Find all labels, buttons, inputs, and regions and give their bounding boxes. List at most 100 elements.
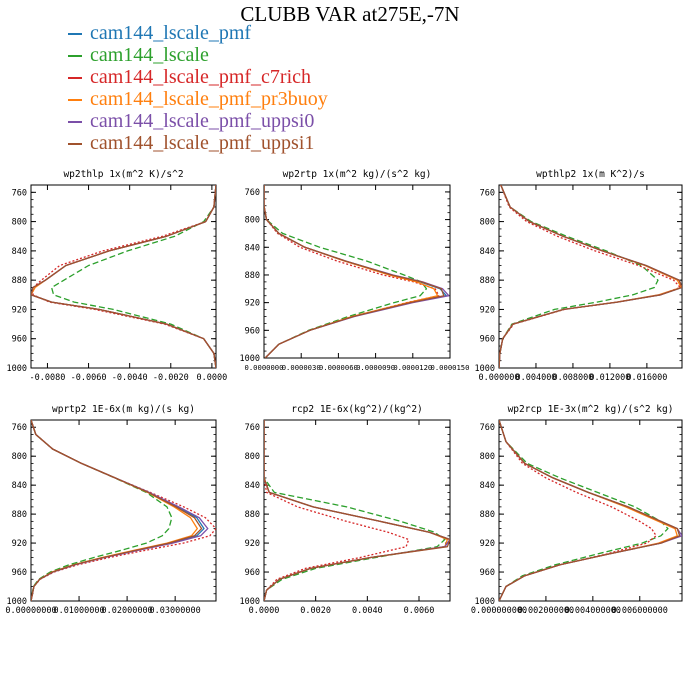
x-tick-label: 0.000000000 xyxy=(471,606,527,616)
y-tick-label: 960 xyxy=(245,326,260,336)
series-line xyxy=(264,185,440,358)
chart-title: wp2rcp 1E-3x(m^2 kg)/(s^2 kg) xyxy=(508,404,674,415)
x-tick-label: 0.0000150 xyxy=(431,363,470,372)
y-tick-label: 880 xyxy=(245,271,260,281)
x-tick-label: 0.000000 xyxy=(479,373,520,383)
series-line xyxy=(264,420,450,601)
y-tick-label: 840 xyxy=(12,247,27,257)
y-tick-label: 760 xyxy=(480,188,495,198)
series-line xyxy=(50,185,216,368)
series-line xyxy=(31,185,216,368)
series-line xyxy=(499,185,659,368)
series-line xyxy=(499,420,682,601)
y-tick-label: 1000 xyxy=(7,597,27,607)
x-tick-label: 0.008000 xyxy=(552,373,593,383)
x-tick-label: 0.012000 xyxy=(589,373,630,383)
y-tick-label: 1000 xyxy=(240,354,260,364)
x-tick-label: 0.0040 xyxy=(352,606,383,616)
series-line xyxy=(264,420,450,601)
series-line xyxy=(31,420,203,601)
y-tick-label: 960 xyxy=(12,335,27,345)
series-line xyxy=(31,420,205,601)
chart-panel: wprtp2 1E-6x(m kg)/(s kg) 760 800 840 880 920… xyxy=(5,404,217,616)
series-line xyxy=(31,420,198,601)
y-tick-label: 800 xyxy=(12,452,27,462)
legend-label: cam144_lscale_pmf_uppsi1 xyxy=(90,132,315,154)
x-tick-label: 0.0000060 xyxy=(319,363,358,372)
series-line xyxy=(31,185,216,368)
x-tick-label: 0.0000030 xyxy=(282,363,321,372)
y-tick-label: 920 xyxy=(245,539,260,549)
chart-title: wp2rtp 1x(m^2 kg)/(s^2 kg) xyxy=(283,169,432,180)
x-tick-label: 0.002000000 xyxy=(518,606,574,616)
plot-frame xyxy=(263,184,451,359)
x-tick-label: -0.0020 xyxy=(153,373,189,383)
y-tick-label: 800 xyxy=(480,452,495,462)
x-tick-label: 0.006000000 xyxy=(612,606,668,616)
series-line xyxy=(499,420,678,601)
series-line xyxy=(499,420,681,601)
y-tick-label: 920 xyxy=(12,305,27,315)
y-tick-label: 920 xyxy=(480,305,495,315)
y-tick-label: 760 xyxy=(12,423,27,433)
x-tick-label: 0.0000090 xyxy=(356,363,395,372)
x-tick-label: 0.0000000 xyxy=(245,363,284,372)
y-tick-label: 960 xyxy=(480,335,495,345)
y-tick-label: 920 xyxy=(480,539,495,549)
series-line xyxy=(264,185,447,358)
y-tick-label: 800 xyxy=(245,216,260,226)
x-tick-label: 0.00000000 xyxy=(5,606,56,616)
x-tick-label: 0.004000000 xyxy=(565,606,621,616)
chart-title: wpthlp2 1x(m K^2)/s xyxy=(536,169,645,180)
series-line xyxy=(31,185,216,368)
x-tick-label: 0.0020 xyxy=(300,606,331,616)
x-tick-label: 0.02000000 xyxy=(102,606,153,616)
x-tick-label: 0.004000 xyxy=(515,373,556,383)
chart-title: wp2thlp 1x(m^2 K)/s^2 xyxy=(63,169,183,180)
y-tick-label: 800 xyxy=(245,452,260,462)
chart-title: wprtp2 1E-6x(m kg)/(s kg) xyxy=(52,404,195,415)
y-tick-label: 760 xyxy=(245,188,260,198)
chart-panel: rcp2 1E-6x(kg^2)/(kg^2) 760 800 840 880 920 96… xyxy=(240,404,451,616)
y-tick-label: 840 xyxy=(12,481,27,491)
y-tick-label: 960 xyxy=(12,568,27,578)
legend-label: cam144_lscale_pmf_uppsi0 xyxy=(90,110,315,132)
y-tick-label: 880 xyxy=(12,510,27,520)
y-tick-label: 880 xyxy=(480,510,495,520)
chart-panel: wp2thlp 1x(m^2 K)/s^2 760 800 840 880 920 960 1… xyxy=(7,169,228,383)
series-line xyxy=(31,420,216,601)
series-line xyxy=(264,185,439,358)
y-tick-label: 880 xyxy=(245,510,260,520)
x-tick-label: 0.0000 xyxy=(197,373,228,383)
x-tick-label: 0.016000 xyxy=(626,373,667,383)
series-line xyxy=(264,185,445,358)
legend-label: cam144_lscale_pmf xyxy=(90,22,252,44)
y-tick-label: 760 xyxy=(12,188,27,198)
series-line xyxy=(264,185,428,358)
y-tick-label: 920 xyxy=(12,539,27,549)
page-title: CLUBB VAR at275E,-7N xyxy=(240,2,460,26)
chart-panel: wp2rtp 1x(m^2 kg)/(s^2 kg) 760 800 840 880 92… xyxy=(240,169,470,372)
series-line xyxy=(264,185,450,358)
y-tick-label: 840 xyxy=(480,481,495,491)
x-tick-label: 0.0000120 xyxy=(393,363,432,372)
series-line xyxy=(499,420,681,601)
legend-swatch xyxy=(68,55,82,57)
y-tick-label: 1000 xyxy=(475,364,495,374)
y-tick-label: 840 xyxy=(245,481,260,491)
legend-label: cam144_lscale_pmf_c7rich xyxy=(90,66,312,88)
chart-panel: wpthlp2 1x(m K^2)/s 760 800 840 880 920 960 100… xyxy=(475,169,683,383)
y-tick-label: 960 xyxy=(480,568,495,578)
x-tick-label: 0.0000 xyxy=(249,606,280,616)
y-tick-label: 840 xyxy=(245,243,260,253)
x-tick-label: -0.0080 xyxy=(30,373,66,383)
legend-swatch xyxy=(68,77,82,79)
y-tick-label: 1000 xyxy=(7,364,27,374)
series-line xyxy=(499,185,682,368)
plot-frame xyxy=(30,184,217,369)
series-line xyxy=(31,420,173,601)
y-tick-label: 880 xyxy=(480,276,495,286)
plot-frame xyxy=(30,419,217,602)
legend-label: cam144_lscale_pmf_pr3buoy xyxy=(90,88,328,110)
